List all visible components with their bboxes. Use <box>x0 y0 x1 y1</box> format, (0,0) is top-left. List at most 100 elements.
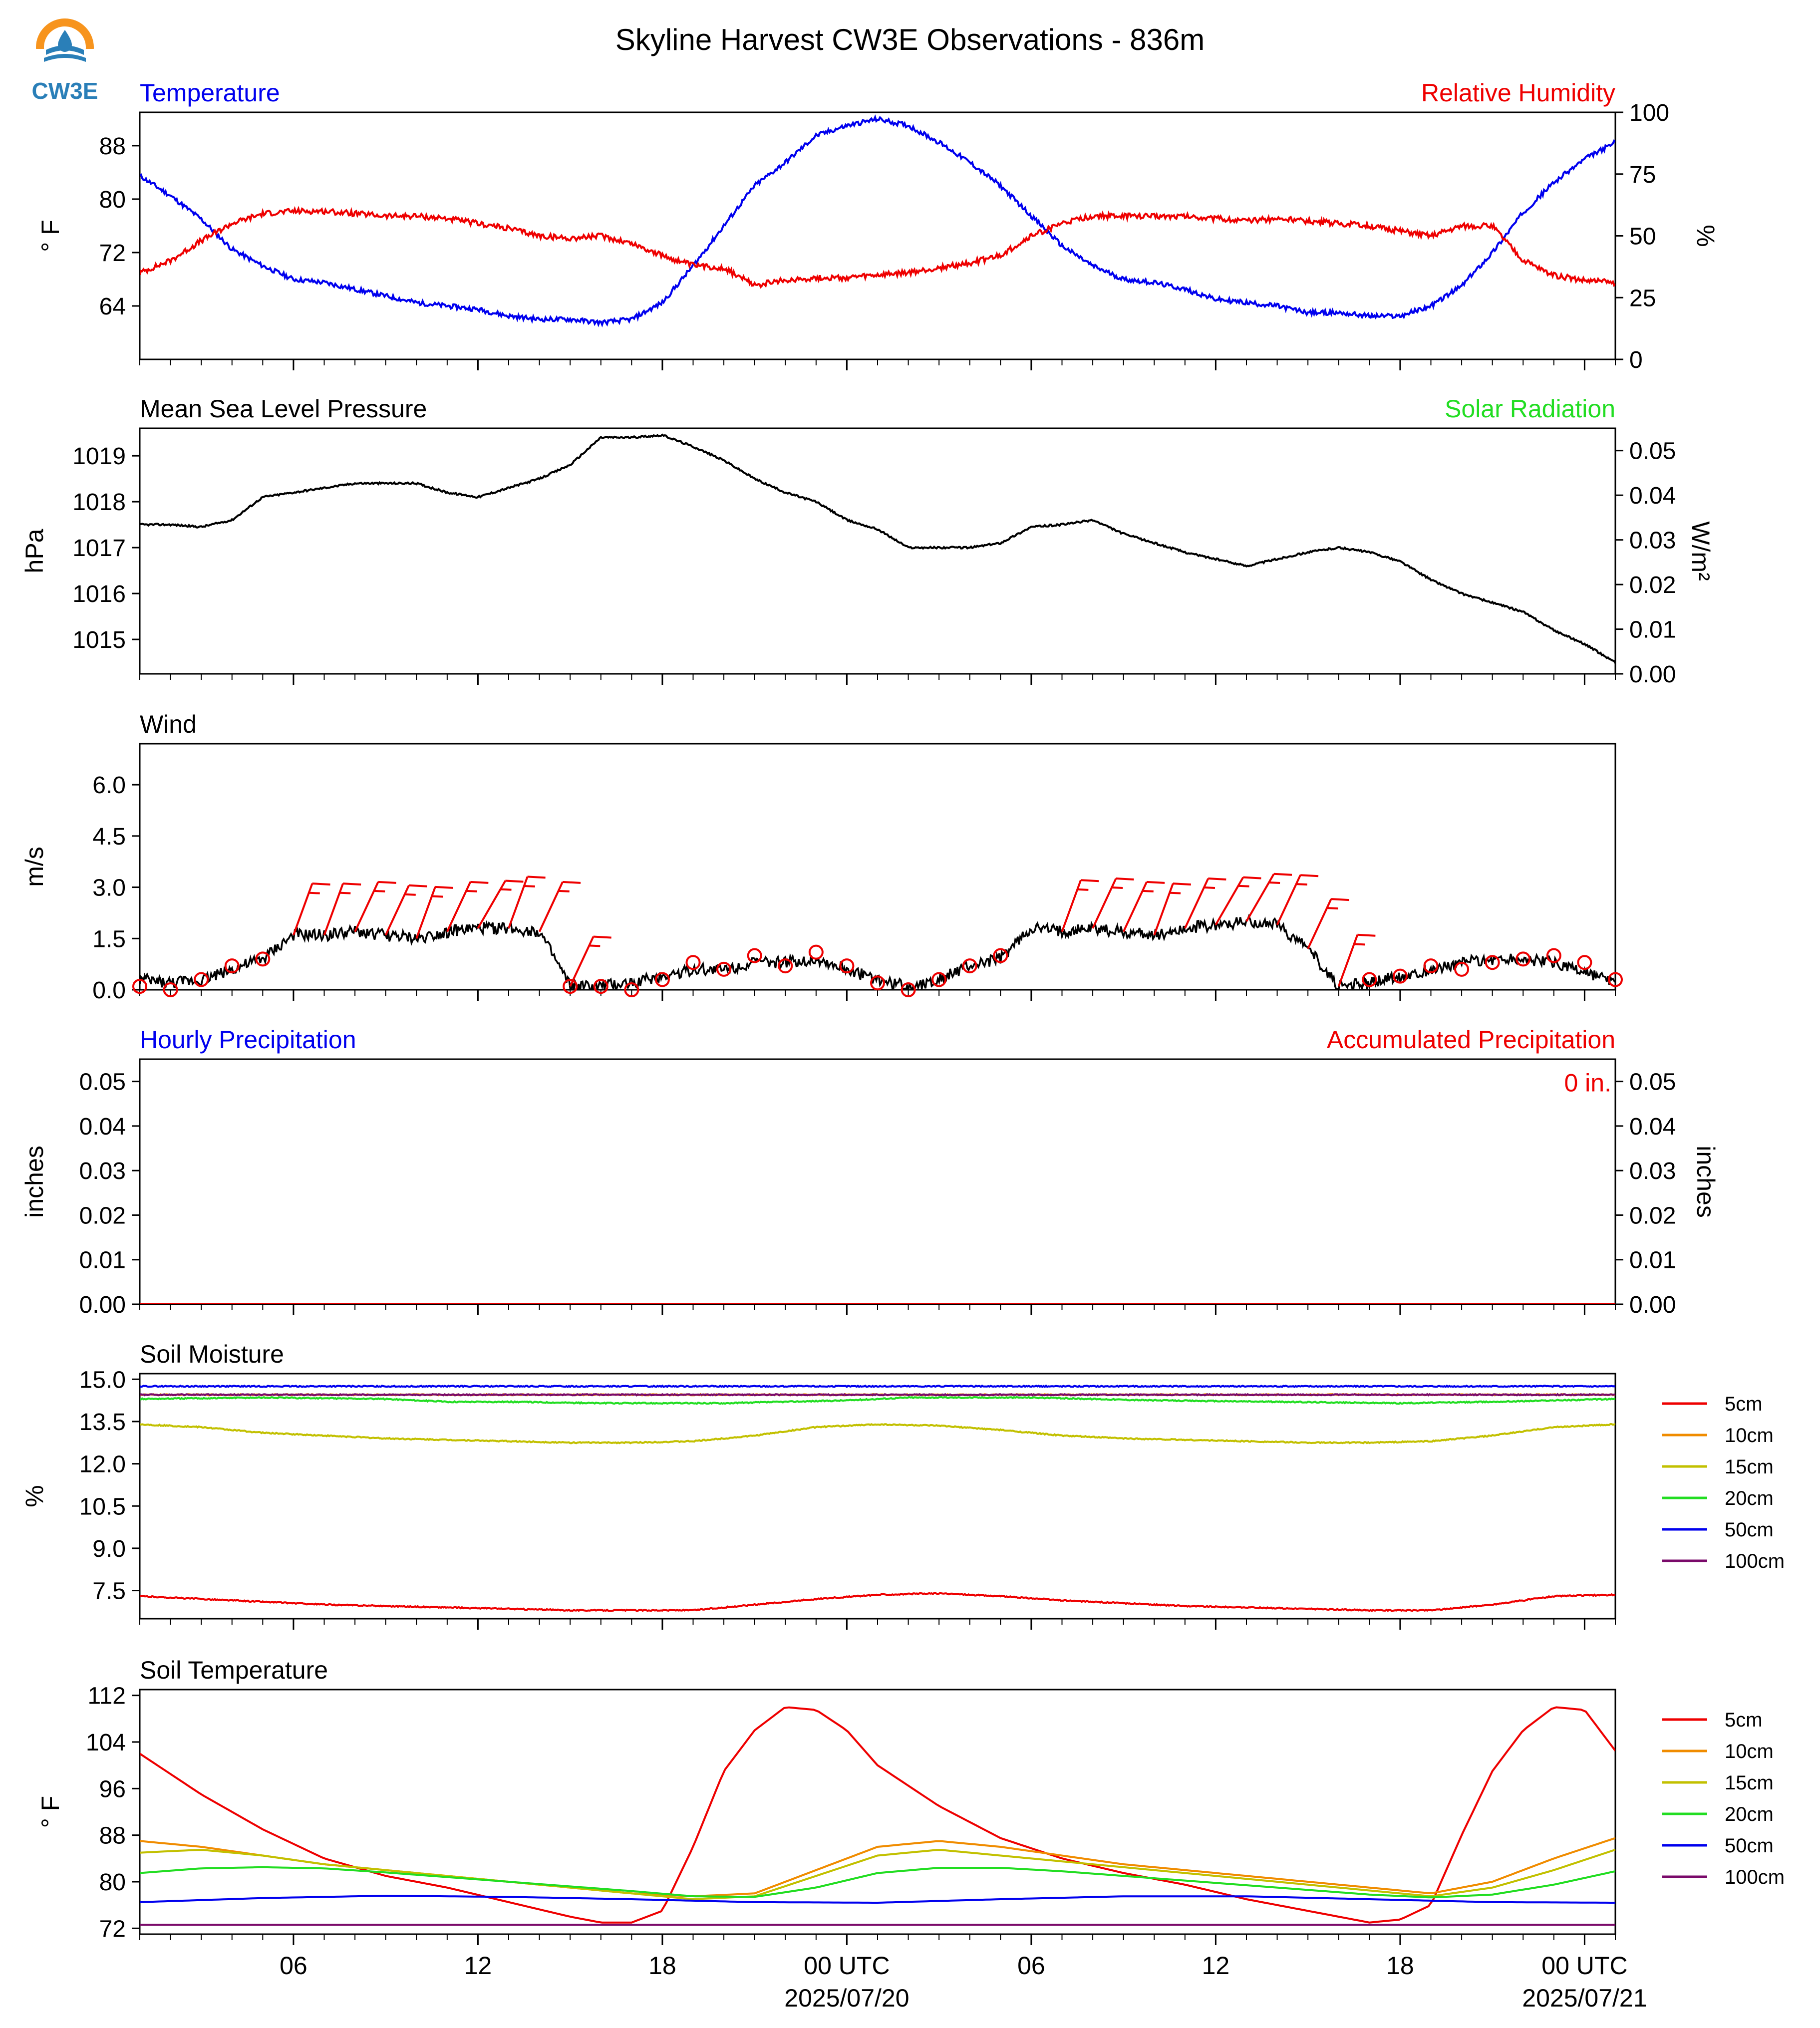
series-line-100cm <box>140 1393 1615 1397</box>
ytick-label-left: 1016 <box>72 581 126 607</box>
calm-marker <box>870 975 885 991</box>
ytick-label-left: 15.0 <box>79 1367 126 1393</box>
calm-marker <box>1577 955 1592 970</box>
xtick-label: 18 <box>648 1952 676 1980</box>
panel-title-left: Soil Temperature <box>140 1656 328 1684</box>
wind-barb <box>354 880 396 932</box>
legend-label: 100cm <box>1725 1550 1785 1572</box>
ytick-label-right: 0.03 <box>1629 528 1676 554</box>
series-line-20cm <box>140 1396 1615 1405</box>
calm-marker <box>163 982 178 997</box>
ytick-label-right: 0.00 <box>1629 1292 1676 1318</box>
calm-marker <box>1516 951 1531 967</box>
calm-marker <box>255 951 271 967</box>
panel-frame <box>139 111 1616 360</box>
wind-barb <box>569 935 611 987</box>
ytick-label-left: 80 <box>99 187 126 213</box>
series-line-15cm <box>140 1848 1615 1900</box>
ytick-label-right: 0.04 <box>1629 1114 1676 1140</box>
xtick-label: 12 <box>464 1952 492 1980</box>
ytick-label-right: 0.05 <box>1629 1069 1676 1096</box>
calm-marker <box>1546 948 1561 963</box>
panel-soil_moisture: Soil Moisture 7.5 9.0 10.5 12.0 13.5 15.0% 5cm 1… <box>20 1340 1785 1630</box>
ylabel-left: ° F <box>36 1796 64 1828</box>
ylabel-left: % <box>20 1485 48 1507</box>
xtick-label: 00 UTC <box>1541 1952 1627 1980</box>
ytick-label-left: 80 <box>99 1869 126 1896</box>
legend-label: 50cm <box>1725 1835 1774 1857</box>
legend-label: 50cm <box>1725 1519 1774 1541</box>
ytick-label-right: 0.03 <box>1629 1158 1676 1184</box>
ytick-label-right: 0.04 <box>1629 483 1676 509</box>
ytick-label-right: 0.02 <box>1629 1202 1676 1229</box>
ylabel-left: inches <box>20 1146 48 1218</box>
calm-marker <box>1608 972 1623 987</box>
ytick-label-left: 0.01 <box>79 1247 126 1274</box>
wind-barb <box>1307 898 1349 949</box>
ytick-label-left: 7.5 <box>92 1578 126 1605</box>
ytick-label-left: 1.5 <box>92 926 126 952</box>
panel-title-right: Accumulated Precipitation <box>1327 1026 1615 1054</box>
legend-label: 5cm <box>1725 1709 1763 1731</box>
wind-barb <box>1214 876 1261 925</box>
ytick-label-right: 25 <box>1629 285 1656 311</box>
xtick-label: 06 <box>1017 1952 1045 1980</box>
wind-barb <box>1153 882 1191 936</box>
calm-marker <box>1485 955 1500 970</box>
ytick-label-right: 50 <box>1629 224 1656 250</box>
ytick-label-left: 0.0 <box>92 977 126 1004</box>
panel-precipitation: Hourly Precipitation Accumulated Precipit… <box>20 1026 1720 1318</box>
panel-title-left: Mean Sea Level Pressure <box>140 395 427 423</box>
panel-pressure_solar: Mean Sea Level Pressure Solar Radiation 10… <box>20 395 1715 688</box>
series-line-50cm <box>140 1894 1615 1904</box>
ytick-label-left: 96 <box>99 1776 126 1802</box>
ytick-label-right: 0 <box>1629 347 1643 373</box>
xtick-label: 06 <box>280 1952 307 1980</box>
ylabel-right: % <box>1692 225 1720 247</box>
legend-label: 20cm <box>1725 1487 1774 1509</box>
wind-barb <box>1061 879 1099 932</box>
calm-marker <box>593 979 608 994</box>
legend-label: 5cm <box>1725 1393 1763 1415</box>
ytick-label-right: 0.01 <box>1629 617 1676 643</box>
calm-marker <box>993 948 1008 963</box>
date-label: 2025/07/20 <box>784 1984 909 2012</box>
ytick-label-right: 100 <box>1629 100 1669 126</box>
ytick-label-left: 10.5 <box>79 1493 126 1520</box>
wind-barb <box>415 885 453 939</box>
time-axis: 06 12 18 00 UTC 06 12 18 00 UTC 2025/07/20 2025/0… <box>280 1952 1647 2012</box>
cw3e-logo-icon: CW3E <box>32 18 98 104</box>
calm-marker <box>1423 958 1439 974</box>
ytick-label-left: 1015 <box>72 627 126 653</box>
panel-temperature_humidity: Temperature Relative Humidity 64 72 80 88 0 25 5… <box>36 79 1720 373</box>
ytick-label-left: 0.02 <box>79 1202 126 1229</box>
calm-marker <box>778 958 793 974</box>
legend-label: 10cm <box>1725 1425 1774 1447</box>
series-group <box>140 1706 1615 1926</box>
panel-frame <box>139 1689 1616 1935</box>
calm-marker <box>563 979 578 994</box>
xtick-label: 00 UTC <box>804 1952 890 1980</box>
panel-frame <box>139 1373 1616 1620</box>
wind-barb <box>446 880 489 932</box>
wind-barb <box>1184 877 1226 929</box>
wind-barb <box>1245 872 1292 922</box>
legend-label: 20cm <box>1725 1803 1774 1825</box>
calm-marker <box>1392 968 1408 984</box>
calm-marker <box>1454 961 1470 977</box>
ytick-label-left: 1017 <box>72 535 126 562</box>
calm-marker <box>224 958 240 974</box>
ylabel-left: hPa <box>20 529 48 573</box>
ytick-label-left: 9.0 <box>92 1536 126 1562</box>
calm-marker <box>716 961 732 977</box>
calm-marker <box>1362 972 1377 987</box>
wind-barb <box>538 880 581 932</box>
series-line <box>140 114 1615 328</box>
wind-barb <box>508 875 546 929</box>
wind-barb <box>1122 880 1165 932</box>
panel-title-right: Relative Humidity <box>1421 79 1615 107</box>
ylabel-left: ° F <box>36 220 64 252</box>
panel-title-left: Temperature <box>140 79 280 107</box>
series-line-15cm <box>140 1423 1615 1445</box>
